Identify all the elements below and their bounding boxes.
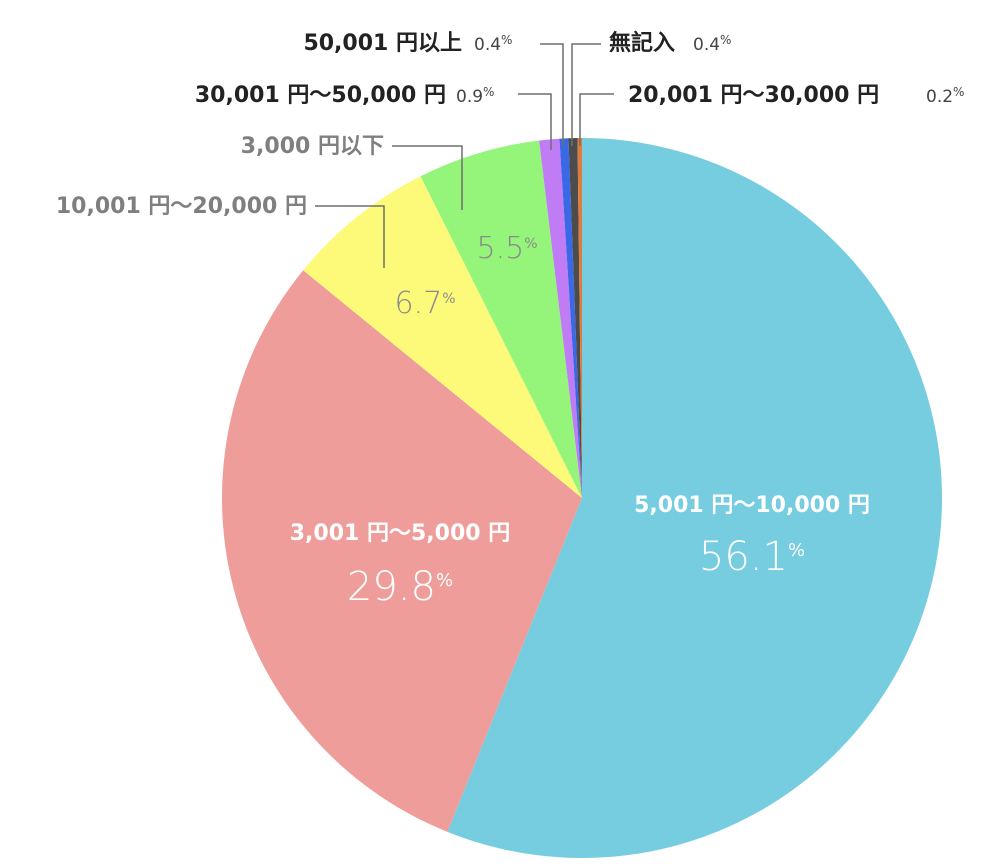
label-no-answer: 無記入: [609, 30, 675, 56]
leader-lines: [315, 43, 614, 268]
leader-20001-30000: [579, 93, 614, 146]
slice-50001-over: [559, 138, 582, 498]
slice-label-3001-5000: 3,001 円〜5,000 円: [290, 521, 511, 546]
slice-30001-50000: [539, 138, 582, 498]
pct-30001-50000: 0.9%: [456, 85, 494, 107]
leader-30001-50000: [518, 93, 552, 150]
pie-slices: [221, 138, 942, 858]
slice-pct-5001-10000: 56.1%: [699, 534, 805, 580]
label-20001-30000: 20,001 円〜30,000 円: [628, 83, 879, 108]
slice-no-answer: [568, 138, 582, 498]
slice-label-5001-10000: 5,001 円〜10,000 円: [634, 493, 870, 518]
slice-3000-below: [420, 140, 582, 498]
slice-3001-5000: [221, 270, 583, 832]
slice-pct-3001-5000: 29.8%: [347, 564, 453, 610]
pct-no-answer: 0.4%: [693, 33, 731, 55]
pct-20001-30000: 0.2%: [926, 85, 964, 107]
slice-10001-20000: [303, 176, 582, 498]
leader-50001-over: [540, 43, 564, 146]
slice-20001-30000: [577, 138, 582, 498]
leader-3000-below: [392, 145, 463, 210]
slice-pct-3000-below: 5.5%: [476, 231, 537, 266]
slice-pct-10001-20000: 6.7%: [394, 286, 455, 321]
leader-no-answer: [571, 43, 601, 146]
label-3000-below: 3,000 円以下: [241, 134, 384, 159]
label-10001-20000: 10,001 円〜20,000 円: [56, 194, 307, 219]
label-30001-50000: 30,001 円〜50,000 円: [195, 83, 446, 108]
label-50001-over: 50,001 円以上: [303, 31, 462, 56]
slice-5001-10000: [447, 138, 942, 858]
leader-10001-20000: [315, 205, 385, 268]
pct-50001-over: 0.4%: [474, 33, 512, 55]
